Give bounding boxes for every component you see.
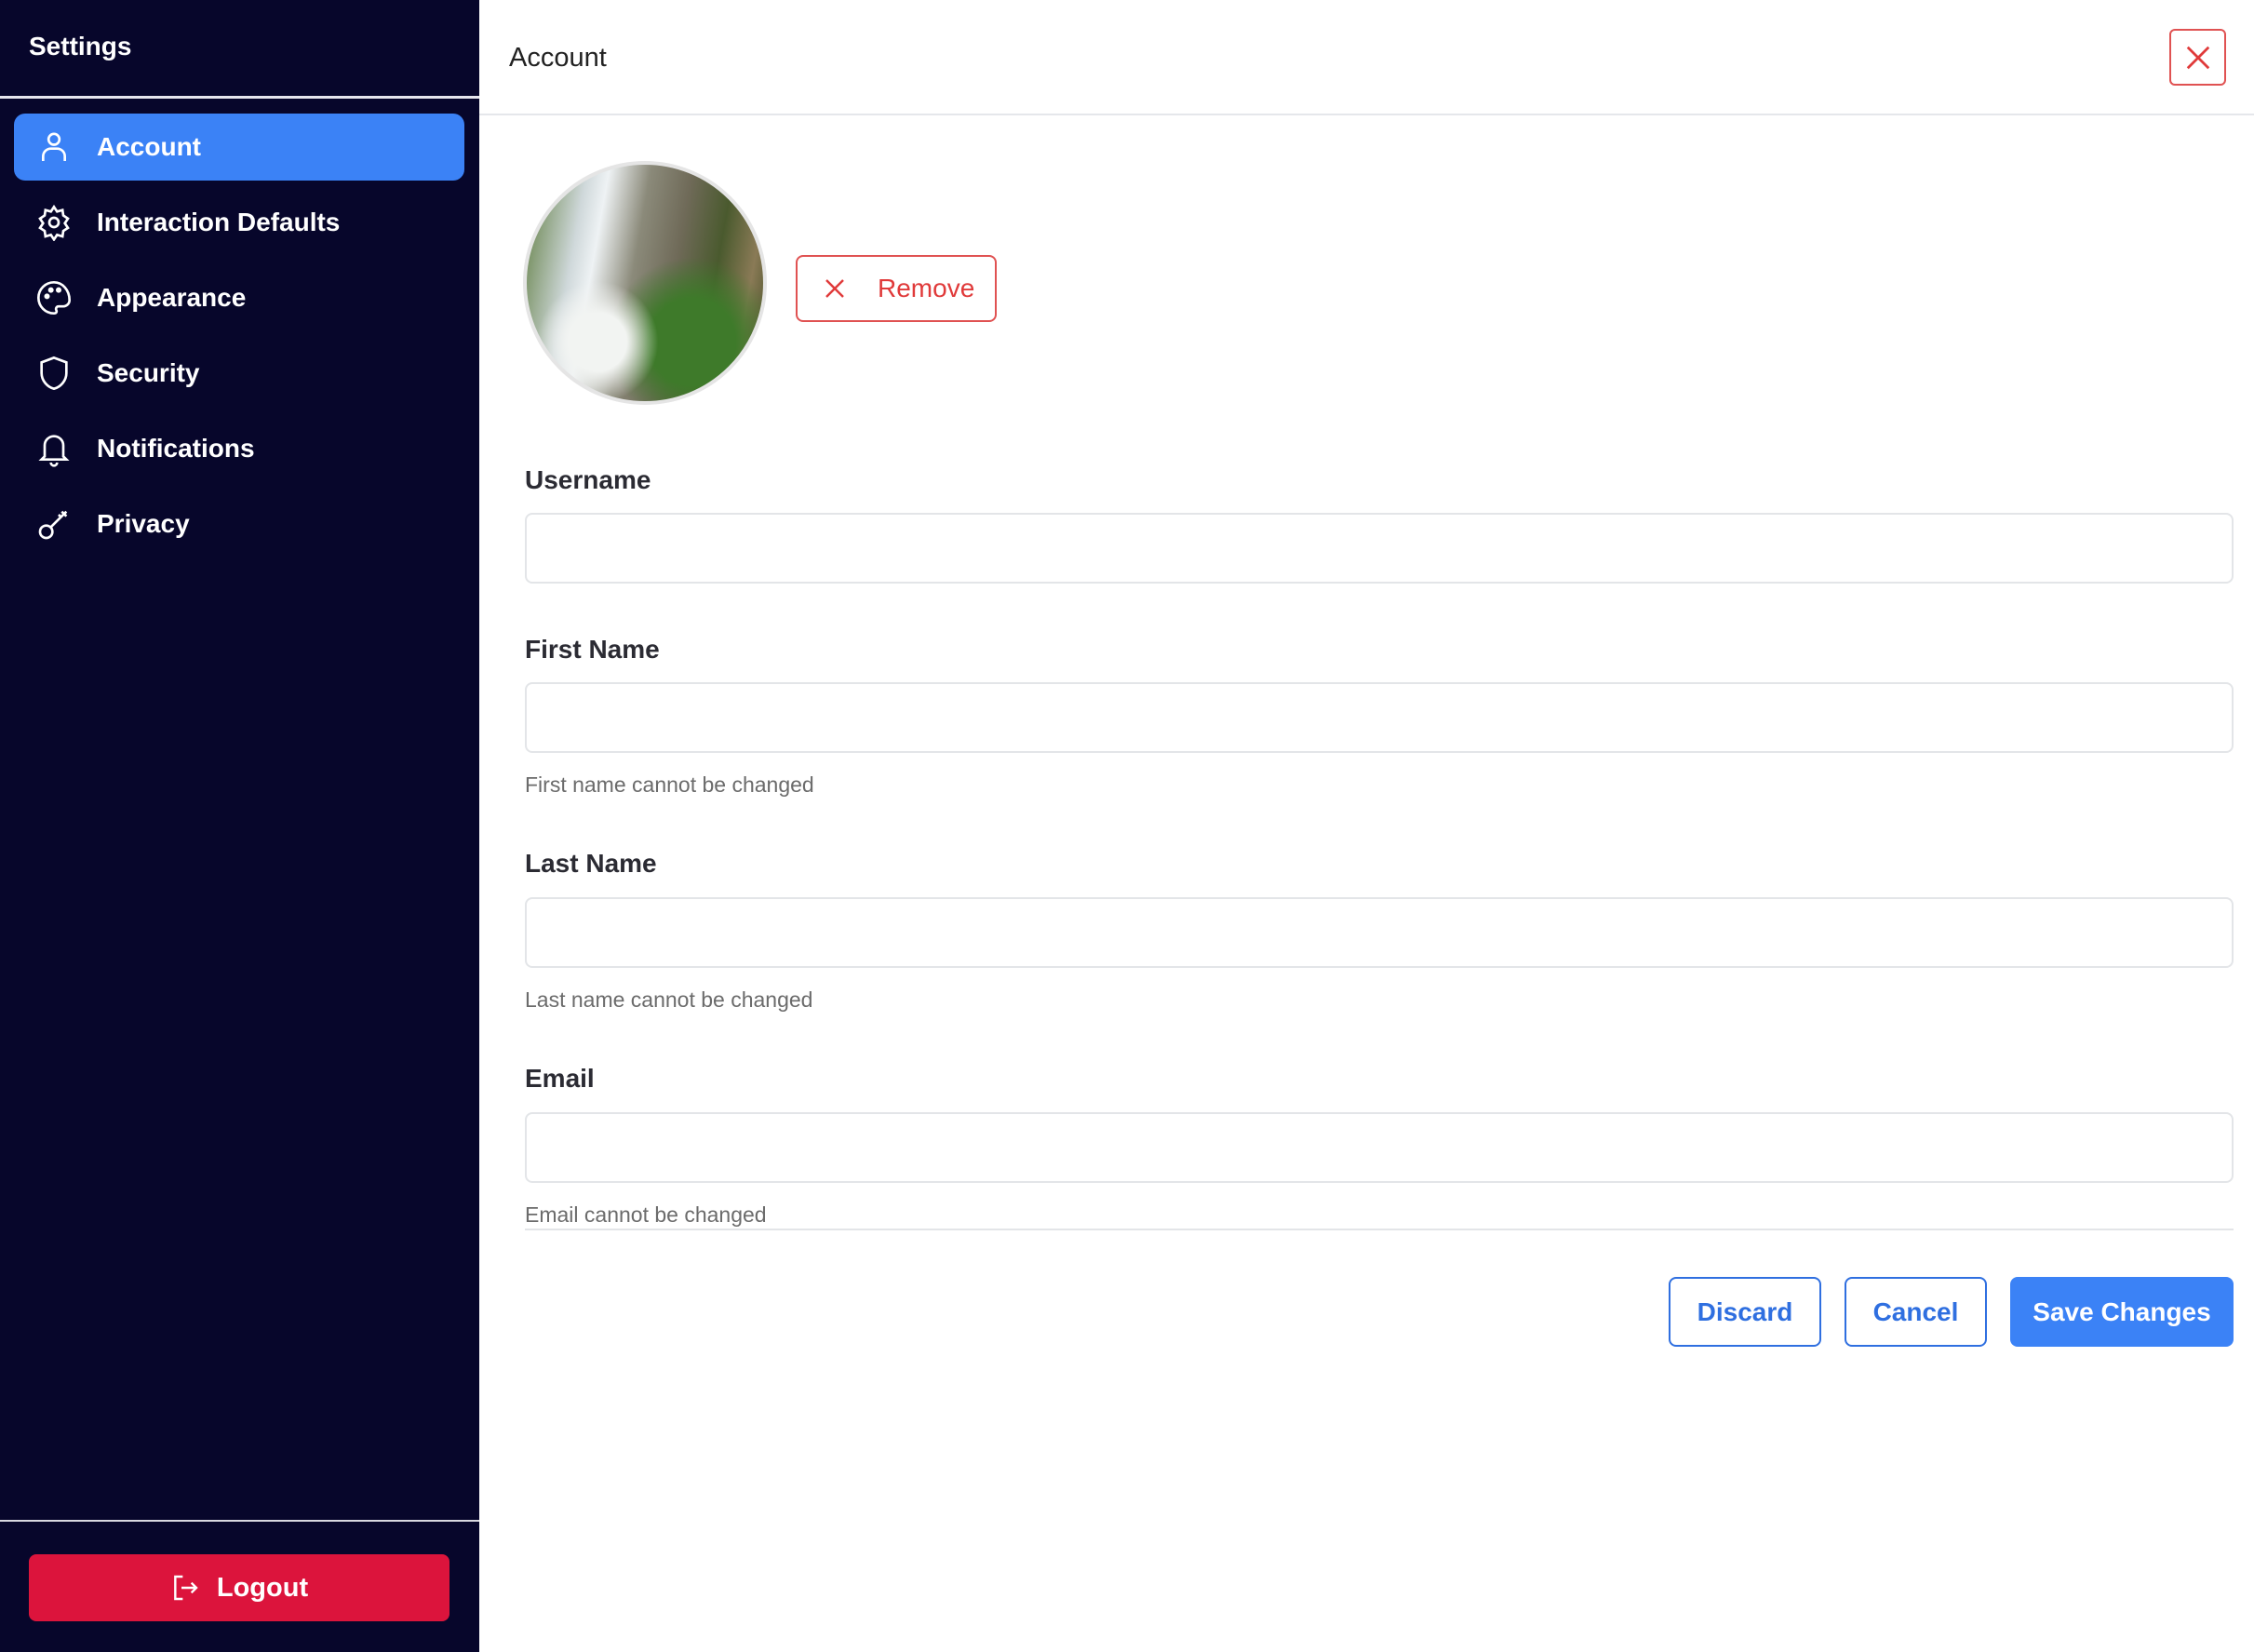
user-icon	[42, 132, 66, 161]
last-name-label: Last Name	[525, 849, 657, 878]
save-changes-button[interactable]: Save Changes	[2010, 1277, 2234, 1347]
last-name-input[interactable]	[525, 897, 2234, 968]
logout-label: Logout	[216, 1572, 309, 1603]
divider	[0, 96, 479, 99]
key-icon	[38, 510, 68, 540]
sidebar-title: Settings	[29, 32, 132, 60]
remove-label: Remove	[878, 274, 975, 302]
header: Account	[479, 0, 2254, 115]
close-icon	[2186, 46, 2209, 69]
discard-button[interactable]: Discard	[1669, 1277, 1821, 1347]
email-input[interactable]	[525, 1112, 2234, 1183]
divider	[0, 1520, 479, 1522]
logout-icon	[174, 1575, 198, 1601]
sidebar-item-appearance[interactable]: Appearance	[14, 264, 464, 331]
gear-icon	[38, 204, 70, 241]
first-name-hint: First name cannot be changed	[525, 772, 814, 797]
sidebar-item-label: Notifications	[97, 434, 255, 463]
sidebar-item-security[interactable]: Security	[14, 340, 464, 407]
sidebar-item-label: Security	[97, 358, 200, 387]
username-input[interactable]	[525, 513, 2234, 584]
avatar	[523, 161, 767, 405]
first-name-label: First Name	[525, 635, 660, 664]
sidebar-item-privacy[interactable]: Privacy	[14, 490, 464, 557]
sidebar-item-interaction-defaults[interactable]: Interaction Defaults	[14, 189, 464, 256]
email-hint: Email cannot be changed	[525, 1202, 767, 1227]
email-label: Email	[525, 1064, 595, 1093]
sidebar-item-label: Privacy	[97, 509, 190, 538]
divider	[525, 1229, 2234, 1230]
sidebar: Settings Account Interaction Defaults Ap…	[0, 0, 479, 1652]
shield-icon	[40, 356, 68, 391]
sidebar-item-label: Interaction Defaults	[97, 208, 341, 236]
sidebar-item-label: Appearance	[97, 283, 247, 312]
username-label: Username	[525, 465, 651, 494]
first-name-input[interactable]	[525, 682, 2234, 753]
palette-icon	[37, 280, 72, 316]
bell-icon	[38, 435, 70, 467]
remove-avatar-button[interactable]: Remove	[796, 255, 997, 322]
close-button[interactable]	[2169, 29, 2226, 86]
sidebar-item-account[interactable]: Account	[14, 114, 464, 181]
sidebar-item-notifications[interactable]: Notifications	[14, 415, 464, 482]
sidebar-item-label: Account	[97, 132, 201, 161]
cancel-button[interactable]: Cancel	[1845, 1277, 1987, 1347]
last-name-hint: Last name cannot be changed	[525, 987, 813, 1012]
logout-button[interactable]: Logout	[29, 1554, 449, 1621]
page-title: Account	[509, 43, 607, 73]
close-icon	[825, 279, 844, 298]
